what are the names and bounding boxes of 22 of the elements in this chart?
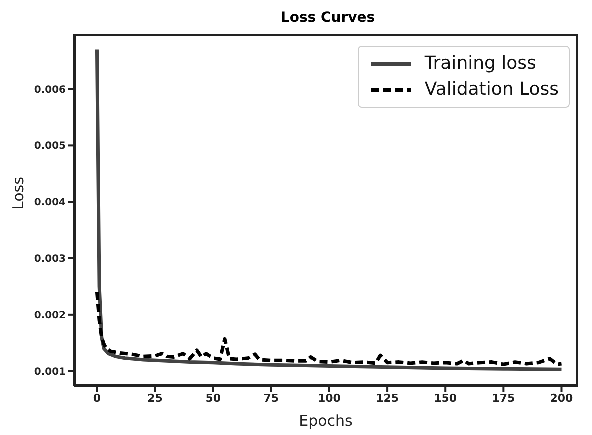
legend-label: Training loss bbox=[424, 52, 536, 76]
x-tick-label: 25 bbox=[148, 392, 163, 405]
x-tick-label: 175 bbox=[492, 392, 516, 405]
x-tick-label: 0 bbox=[93, 392, 102, 405]
x-tick-label: 50 bbox=[206, 392, 222, 405]
chart-title: Loss Curves bbox=[280, 10, 376, 26]
x-tick-label: 200 bbox=[550, 392, 574, 405]
y-tick-label: 0.005 bbox=[34, 141, 66, 152]
y-tick-label: 0.006 bbox=[34, 84, 66, 96]
y-tick-label: 0.003 bbox=[34, 254, 66, 266]
x-axis-title: Epochs bbox=[299, 412, 354, 430]
y-tick-label: 0.002 bbox=[34, 310, 66, 322]
x-tick-label: 100 bbox=[318, 392, 342, 405]
legend-label: Validation Loss bbox=[424, 78, 559, 102]
x-tick-label: 150 bbox=[434, 392, 458, 405]
y-axis-title: Loss bbox=[9, 176, 28, 210]
y-tick-label: 0.001 bbox=[34, 366, 66, 378]
line-series bbox=[95, 48, 564, 372]
x-tick-label: 125 bbox=[376, 392, 400, 405]
y-tick-label: 0.004 bbox=[34, 198, 66, 209]
x-tick-label: 75 bbox=[264, 392, 280, 405]
line-series bbox=[95, 290, 564, 366]
